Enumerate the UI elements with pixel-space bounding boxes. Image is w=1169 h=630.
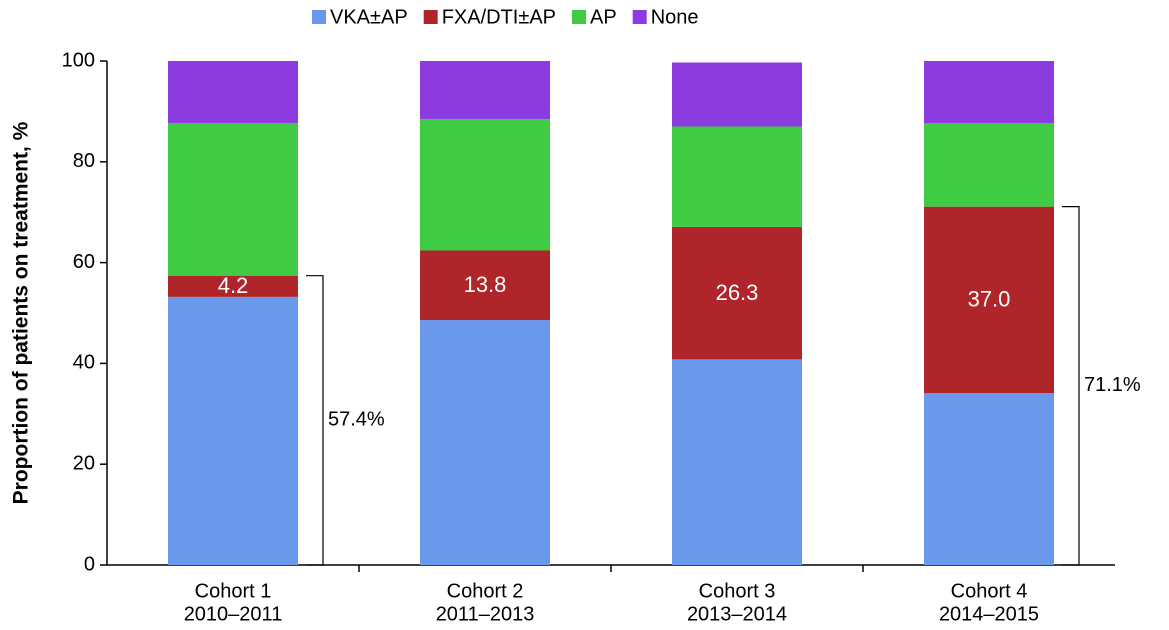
bar-segment (420, 61, 550, 119)
x-tick-label: 2010–2011 (184, 603, 283, 625)
legend-label: FXA/DTI±AP (442, 6, 556, 28)
y-axis-label: Proportion of patients on treatment, % (10, 121, 33, 504)
bar-segment (168, 275, 298, 297)
bar-segment (924, 122, 1054, 207)
bar-segment (420, 250, 550, 321)
annotation: 71.1% (1084, 374, 1141, 396)
x-tick-label: 2014–2015 (939, 603, 1039, 625)
x-tick-label: Cohort 1 (195, 580, 272, 602)
bar-segment (420, 320, 550, 565)
x-tick-label: Cohort 2 (447, 580, 524, 602)
legend-swatch (312, 10, 326, 24)
legend-swatch (632, 10, 647, 24)
x-tick-label: Cohort 4 (951, 580, 1028, 602)
value-label: 4.2 (218, 273, 249, 298)
bar-segment (168, 61, 298, 123)
legend-label: AP (590, 6, 617, 28)
y-tick-label: 0 (84, 553, 95, 575)
y-tick-label: 100 (62, 49, 95, 71)
bar-segment (924, 393, 1054, 565)
x-tick-label: 2011–2013 (436, 603, 535, 625)
bar-segment (672, 359, 802, 565)
legend-label: VKA±AP (330, 6, 408, 28)
bar-segment (672, 126, 802, 227)
y-tick-label: 80 (73, 150, 95, 172)
bar-segment (672, 226, 802, 360)
bar-segment (924, 61, 1054, 123)
y-tick-label: 60 (73, 251, 95, 273)
bracket (1062, 206, 1080, 566)
legend-swatch (423, 10, 438, 24)
y-tick-label: 40 (73, 352, 95, 374)
legend-label: None (651, 6, 699, 28)
bar-segment (672, 62, 802, 127)
x-tick-label: Cohort 3 (699, 580, 776, 602)
bracket (306, 275, 324, 566)
legend-swatch (572, 10, 587, 24)
bar-segment (924, 206, 1054, 394)
annotation: 57.4% (328, 409, 385, 431)
y-tick-label: 20 (73, 452, 95, 474)
bar-segment (168, 122, 298, 276)
bar-segment (420, 118, 550, 251)
x-tick-label: 2013–2014 (687, 603, 787, 625)
value-label: 37.0 (968, 287, 1011, 312)
value-label: 13.8 (464, 272, 507, 297)
value-label: 26.3 (716, 280, 759, 305)
bar-segment (168, 296, 298, 565)
